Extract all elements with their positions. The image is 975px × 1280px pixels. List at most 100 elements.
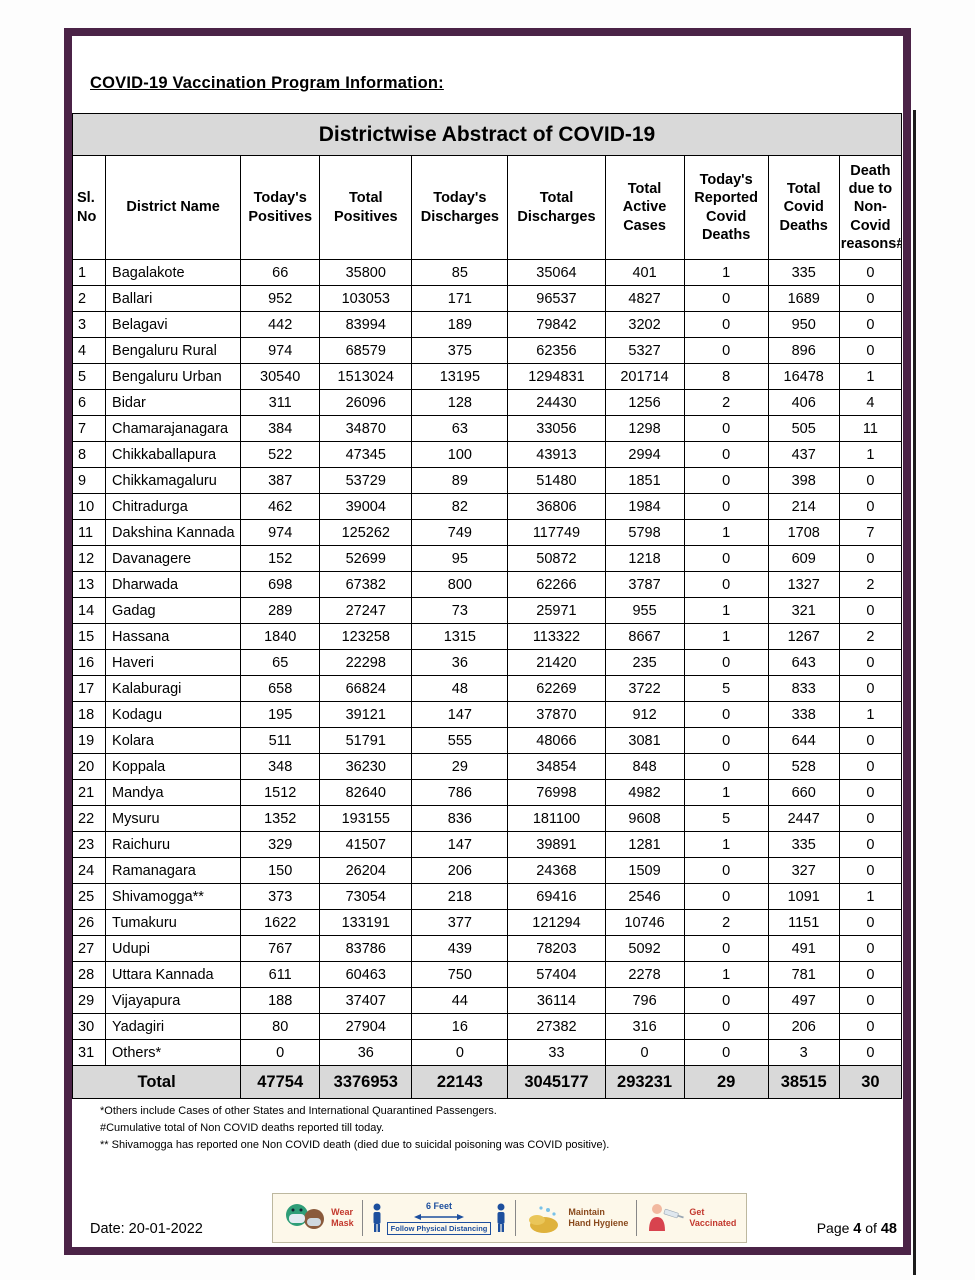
table-title: Districtwise Abstract of COVID-19: [72, 113, 902, 156]
total-positives-cell: 39121: [319, 701, 413, 728]
sl-no-cell: 21: [71, 779, 107, 806]
district-name-cell: Mandya: [105, 779, 242, 806]
total-discharges-cell: 76998: [507, 779, 606, 806]
total-positives-cell: 27904: [319, 1013, 413, 1040]
table-row: 1 Bagalakote 66 35800 85 35064 401 1 335 0: [71, 259, 903, 286]
todays-deaths-cell: 1: [683, 779, 769, 806]
active-cases-cell: 2278: [604, 961, 685, 988]
active-cases-cell: 848: [604, 753, 685, 780]
todays-positives-cell: 188: [240, 987, 321, 1014]
todays-deaths-cell: 1: [683, 597, 769, 624]
todays-discharges-cell: 63: [411, 415, 509, 442]
sl-no-cell: 22: [71, 805, 107, 832]
sl-no-cell: 1: [71, 259, 107, 286]
column-header-8: Total Covid Deaths: [767, 155, 840, 260]
total-deaths-cell: 644: [767, 727, 840, 754]
total-positives-cell: 26204: [319, 857, 413, 884]
noncovid-deaths-cell: 1: [838, 441, 903, 468]
noncovid-deaths-cell: 0: [838, 935, 903, 962]
total-positives-cell: 27247: [319, 597, 413, 624]
table-row: 11 Dakshina Kannada 974 125262 749 117749 5798…: [71, 519, 903, 546]
total-deaths-cell: 497: [767, 987, 840, 1014]
noncovid-deaths-cell: 0: [838, 779, 903, 806]
total-discharges-cell: 35064: [507, 259, 606, 286]
sl-no-cell: 3: [71, 311, 107, 338]
column-header-0: Sl. No: [71, 155, 107, 260]
total-discharges-cell: 27382: [507, 1013, 606, 1040]
noncovid-deaths-cell: 1: [838, 883, 903, 910]
total-deaths-cell: 335: [767, 259, 840, 286]
sl-no-cell: 28: [71, 961, 107, 988]
total-deaths-cell: 643: [767, 649, 840, 676]
district-name-cell: Bidar: [105, 389, 242, 416]
table-row: 17 Kalaburagi 658 66824 48 62269 3722 5 833 0: [71, 675, 903, 702]
todays-deaths-cell: 0: [683, 701, 769, 728]
todays-positives-cell: 974: [240, 337, 321, 364]
todays-discharges-cell: 147: [411, 831, 509, 858]
total-positives-cell: 36: [319, 1039, 413, 1066]
todays-positives-cell: 1512: [240, 779, 321, 806]
district-name-cell: Chikkamagaluru: [105, 467, 242, 494]
page-number-value: 4: [853, 1221, 862, 1237]
todays-positives-cell: 348: [240, 753, 321, 780]
todays-deaths-cell: 0: [683, 467, 769, 494]
todays-deaths-cell: 8: [683, 363, 769, 390]
todays-deaths-cell: 0: [683, 571, 769, 598]
total-discharges-cell: 96537: [507, 285, 606, 312]
total-positives-cell: 133191: [319, 909, 413, 936]
district-name-cell: Belagavi: [105, 311, 242, 338]
district-name-cell: Koppala: [105, 753, 242, 780]
district-name-cell: Raichuru: [105, 831, 242, 858]
total-deaths-cell: 660: [767, 779, 840, 806]
total-deaths-cell: 609: [767, 545, 840, 572]
todays-deaths-cell: 0: [683, 753, 769, 780]
todays-discharges-cell: 555: [411, 727, 509, 754]
active-cases-cell: 796: [604, 987, 685, 1014]
column-header-6: Total Active Cases: [604, 155, 685, 260]
noncovid-deaths-cell: 0: [838, 259, 903, 286]
district-name-cell: Dharwada: [105, 571, 242, 598]
total-discharges-cell: 39891: [507, 831, 606, 858]
total-discharges-cell: 33: [507, 1039, 606, 1066]
noncovid-deaths-cell: 0: [838, 597, 903, 624]
sl-no-cell: 31: [71, 1039, 107, 1066]
sl-no-cell: 20: [71, 753, 107, 780]
noncovid-deaths-cell: 0: [838, 675, 903, 702]
todays-deaths-cell: 1: [683, 831, 769, 858]
total-positives-cell: 193155: [319, 805, 413, 832]
noncovid-deaths-cell: 0: [838, 831, 903, 858]
sl-no-cell: 7: [71, 415, 107, 442]
table-row: 14 Gadag 289 27247 73 25971 955 1 321 0: [71, 597, 903, 624]
sl-no-cell: 2: [71, 285, 107, 312]
district-name-cell: Gadag: [105, 597, 242, 624]
wear-mask-icon: [286, 1204, 325, 1229]
active-cases-cell: 10746: [604, 909, 685, 936]
total-deaths-cell: 1327: [767, 571, 840, 598]
todays-discharges-cell: 128: [411, 389, 509, 416]
district-name-cell: Kodagu: [105, 701, 242, 728]
sl-no-cell: 25: [71, 883, 107, 910]
sl-no-cell: 18: [71, 701, 107, 728]
todays-positives-cell: 66: [240, 259, 321, 286]
todays-positives-cell: 522: [240, 441, 321, 468]
noncovid-deaths-cell: 0: [838, 753, 903, 780]
district-name-cell: Kolara: [105, 727, 242, 754]
hand-hygiene-label: Maintain Hand Hygiene: [568, 1207, 629, 1228]
total-value-cell: 47754: [240, 1065, 321, 1099]
active-cases-cell: 2546: [604, 883, 685, 910]
table-row: 4 Bengaluru Rural 974 68579 375 62356 5327 0 896…: [71, 337, 903, 364]
todays-deaths-cell: 5: [683, 805, 769, 832]
column-header-2: Today's Positives: [240, 155, 321, 260]
todays-positives-cell: 462: [240, 493, 321, 520]
get-vaccinated-label: Get Vaccinated: [689, 1207, 737, 1228]
active-cases-cell: 4982: [604, 779, 685, 806]
todays-positives-cell: 658: [240, 675, 321, 702]
table-row: 15 Hassana 1840 123258 1315 113322 8667 1 1267 2: [71, 623, 903, 650]
total-positives-cell: 39004: [319, 493, 413, 520]
table-row: 21 Mandya 1512 82640 786 76998 4982 1 660 0: [71, 779, 903, 806]
todays-positives-cell: 329: [240, 831, 321, 858]
sl-no-cell: 19: [71, 727, 107, 754]
table-header-row: Sl. No District Name Today's Positives Tota…: [71, 155, 903, 260]
todays-positives-cell: 952: [240, 285, 321, 312]
todays-deaths-cell: 2: [683, 909, 769, 936]
